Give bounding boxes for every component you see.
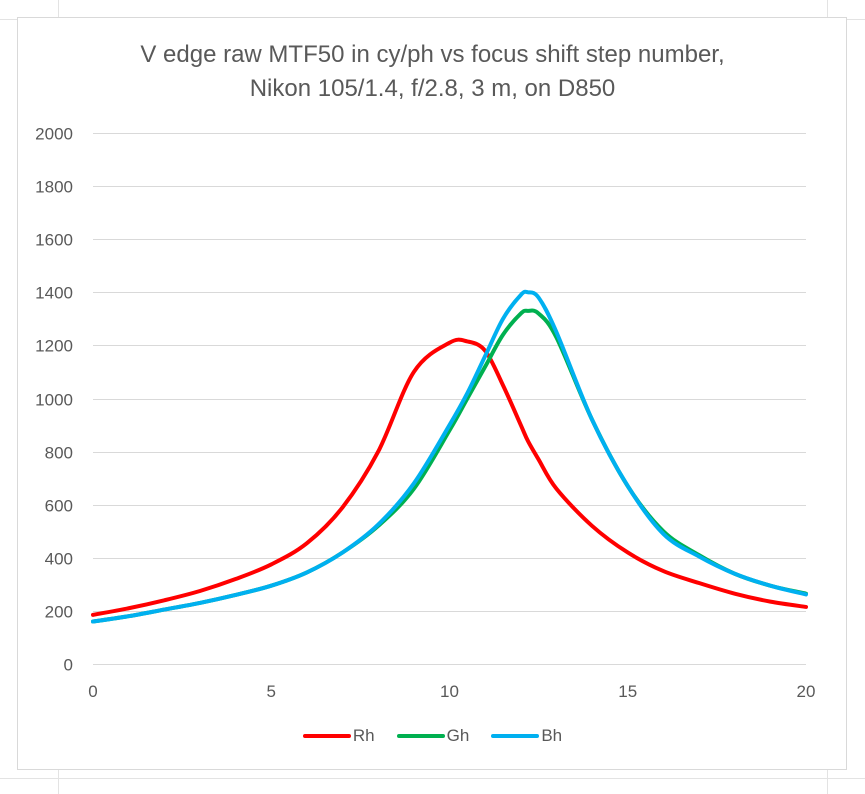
legend-label: Bh xyxy=(541,726,563,745)
legend-label: Rh xyxy=(352,726,375,745)
legend-item-bh[interactable]: Bh xyxy=(491,726,562,746)
y-tick-label: 800 xyxy=(45,444,73,463)
y-tick-label: 600 xyxy=(45,497,73,516)
legend-item-rh[interactable]: Rh xyxy=(302,726,375,746)
y-tick-label: 0 xyxy=(64,656,73,675)
series-line-rh[interactable] xyxy=(91,337,808,617)
legend-swatch xyxy=(302,734,351,738)
y-tick-label: 1800 xyxy=(35,178,73,197)
x-tick-label: 15 xyxy=(618,682,637,701)
series-line-bh[interactable] xyxy=(91,289,808,624)
y-tick-label: 1000 xyxy=(35,391,73,410)
chart-title-line-1: V edge raw MTF50 in cy/ph vs focus shift… xyxy=(140,41,725,68)
y-tick-label: 1200 xyxy=(35,337,73,356)
x-tick-label: 10 xyxy=(440,682,459,701)
x-tick-label: 20 xyxy=(797,682,816,701)
y-tick-label: 400 xyxy=(45,550,73,569)
y-tick-label: 1600 xyxy=(35,231,73,250)
legend-item-gh[interactable]: Gh xyxy=(396,726,470,746)
legend-label: Gh xyxy=(446,726,470,745)
y-tick-label: 2000 xyxy=(35,125,73,144)
chart-title-line-2: Nikon 105/1.4, f/2.8, 3 m, on D850 xyxy=(249,75,616,102)
legend: Rh Gh Bh xyxy=(0,726,865,746)
y-tick-label: 200 xyxy=(45,603,73,622)
y-tick-label: 1400 xyxy=(35,284,73,303)
chart-title: V edge raw MTF50 in cy/ph vs focus shift… xyxy=(0,38,865,106)
chart-area[interactable] xyxy=(17,17,847,770)
x-tick-label: 5 xyxy=(267,682,276,701)
series-line-gh[interactable] xyxy=(91,308,808,624)
legend-swatch xyxy=(396,734,445,738)
legend-swatch xyxy=(491,734,540,738)
x-tick-label: 0 xyxy=(88,682,97,701)
